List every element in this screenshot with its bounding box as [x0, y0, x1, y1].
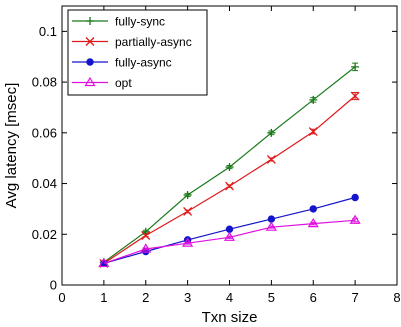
data-point — [140, 243, 152, 253]
legend-item: fully-sync — [72, 15, 165, 29]
y-axis-label: Avg latency [msec] — [3, 83, 20, 209]
y-tick-label: 0.04 — [32, 176, 57, 191]
y-tick-label: 0.1 — [39, 24, 57, 39]
data-point — [225, 163, 234, 172]
x-tick-label: 2 — [142, 290, 149, 305]
data-point — [266, 154, 276, 164]
data-point — [223, 231, 236, 241]
x-tick-label: 6 — [310, 290, 317, 305]
legend-label: opt — [115, 76, 132, 90]
legend-marker — [85, 37, 95, 46]
legend: fully-sync partially-async fully-async opt — [67, 9, 208, 96]
x-axis-label: Txn size — [202, 309, 258, 326]
data-point — [267, 215, 276, 223]
data-point — [350, 91, 360, 101]
data-point — [309, 205, 317, 213]
data-point — [309, 95, 318, 104]
data-point — [307, 217, 319, 228]
data-point — [308, 127, 318, 137]
x-tick-label: 3 — [184, 290, 191, 305]
legend-marker — [86, 17, 94, 25]
x-tick-label: 7 — [352, 290, 359, 305]
x-tick-label: 8 — [393, 290, 400, 305]
y-tick-label: 0.06 — [32, 125, 57, 140]
y-axis: 0 0.02 0.04 0.06 0.08 0.1 — [32, 24, 397, 293]
data-point — [182, 237, 194, 247]
legend-marker — [86, 58, 94, 66]
data-point — [183, 190, 192, 199]
y-tick-label: 0 — [50, 278, 57, 293]
x-tick-label: 4 — [226, 290, 233, 305]
legend-item: opt — [72, 76, 132, 90]
data-point — [351, 193, 359, 202]
legend-label: partially-async — [115, 35, 192, 49]
y-tick-label: 0.02 — [32, 227, 57, 242]
data-point — [349, 214, 361, 224]
series-partially-async — [99, 91, 360, 268]
data-point — [267, 128, 276, 137]
x-tick-label: 1 — [100, 290, 107, 305]
series-fully-async — [100, 193, 359, 268]
y-tick-label: 0.08 — [32, 75, 57, 90]
x-axis: 0 1 2 3 4 5 6 7 8 — [58, 6, 401, 305]
x-tick-label: 5 — [268, 290, 275, 305]
data-point — [225, 181, 234, 191]
legend-item: partially-async — [72, 35, 192, 49]
data-point — [225, 225, 234, 233]
data-point — [141, 231, 151, 241]
data-point — [351, 62, 360, 71]
data-point — [183, 206, 193, 216]
legend-item: fully-async — [72, 56, 172, 70]
legend-marker — [84, 76, 96, 87]
x-tick-label: 0 — [58, 290, 65, 305]
legend-label: fully-sync — [115, 15, 165, 29]
legend-label: fully-async — [115, 56, 172, 70]
data-point — [98, 257, 110, 268]
series-layer — [98, 62, 361, 268]
series-opt — [98, 214, 361, 268]
data-point — [265, 221, 277, 231]
